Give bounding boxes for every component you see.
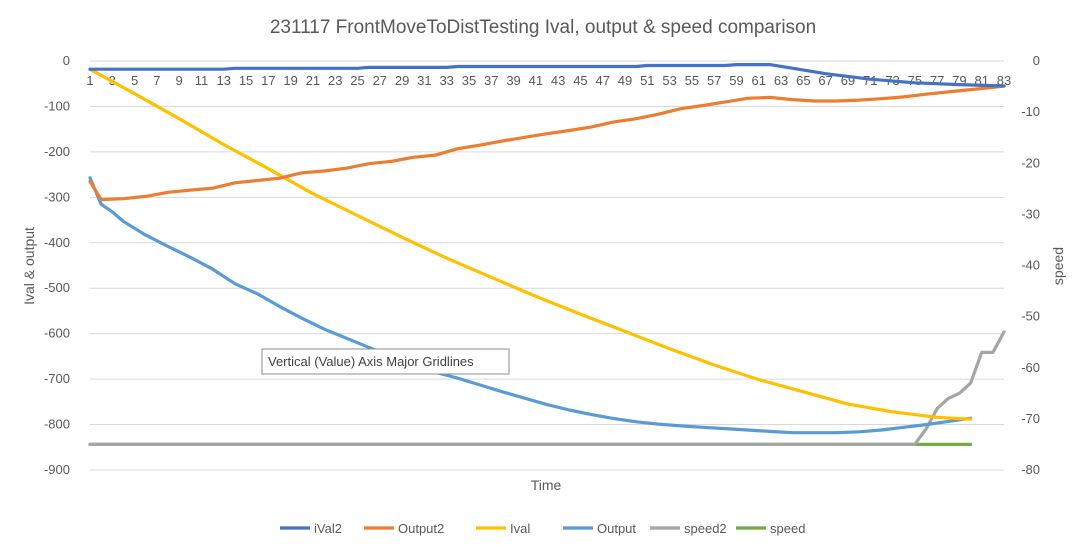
y-axis: 0 -100 -200 -300 -400 -500 -600 -700 -800 -900 <box>44 53 70 477</box>
x-tick-label: 77 <box>930 73 944 88</box>
y2-tick-label: -80 <box>1021 462 1040 477</box>
series-line-speed2 <box>88 330 1006 446</box>
x-tick-label: 27 <box>373 73 387 88</box>
x-tick-label: 23 <box>328 73 342 88</box>
x-tick-label: 43 <box>551 73 565 88</box>
series-line-ival <box>88 67 973 421</box>
x-tick-label: 61 <box>752 73 766 88</box>
tooltip-box <box>261 348 510 375</box>
x-tick-label: 49 <box>618 73 632 88</box>
legend-label: speed <box>770 521 805 536</box>
legend-label: iVal2 <box>314 521 342 536</box>
legend-label: speed2 <box>684 521 727 536</box>
series-line-ival2 <box>88 62 1006 88</box>
x-tick-label: 67 <box>818 73 832 88</box>
x-tick-label: 21 <box>306 73 320 88</box>
secondary-y-axis-title: speed <box>1050 247 1066 285</box>
x-tick-label: 59 <box>729 73 743 88</box>
x-tick-label: 45 <box>573 73 587 88</box>
legend: iVal2 Output2 Ival Output speed2 speed <box>280 521 805 536</box>
gridlines <box>90 60 1004 471</box>
y-tick-label: -300 <box>44 189 70 204</box>
legend-label: Output2 <box>398 521 444 536</box>
x-tick-label: 17 <box>261 73 275 88</box>
x-tick-label: 15 <box>239 73 253 88</box>
x-tick-label: 57 <box>707 73 721 88</box>
series-line-output2 <box>88 84 1006 202</box>
x-tick-label: 41 <box>529 73 543 88</box>
x-tick-label: 35 <box>462 73 476 88</box>
legend-label: Ival <box>510 521 530 536</box>
secondary-y-axis: 0 -10 -20 -30 -40 -50 -60 -70 -80 <box>1021 53 1040 477</box>
x-tick-label: 7 <box>153 73 160 88</box>
plot-area <box>88 62 1006 446</box>
y-tick-label: -500 <box>44 280 70 295</box>
x-tick-label: 33 <box>439 73 453 88</box>
y2-tick-label: -20 <box>1021 155 1040 170</box>
x-tick-label: 47 <box>595 73 609 88</box>
y-tick-label: 0 <box>63 53 70 68</box>
y-axis-title: Ival & output <box>21 227 37 305</box>
y-tick-label: -400 <box>44 235 70 250</box>
y-tick-label: -100 <box>44 98 70 113</box>
x-tick-label: 55 <box>685 73 699 88</box>
y2-tick-label: -10 <box>1021 104 1040 119</box>
x-tick-label: 37 <box>484 73 498 88</box>
x-tick-label: 63 <box>774 73 788 88</box>
y2-tick-label: -30 <box>1021 206 1040 221</box>
y2-tick-label: -40 <box>1021 258 1040 273</box>
x-tick-label: 65 <box>796 73 810 88</box>
y2-tick-label: -60 <box>1021 360 1040 375</box>
y-tick-label: -200 <box>44 144 70 159</box>
x-tick-label: 53 <box>662 73 676 88</box>
x-tick-label: 51 <box>640 73 654 88</box>
y-tick-label: -800 <box>44 417 70 432</box>
x-tick-label: 13 <box>217 73 231 88</box>
gridlines-tooltip: Vertical (Value) Axis Major Gridlines <box>261 348 510 375</box>
x-tick-label: 29 <box>395 73 409 88</box>
x-axis: 1 3 5 7 9 11 13 15 17 19 21 23 25 27 29 31 33 35 37 39 41 43 4… <box>86 73 1011 88</box>
x-tick-label: 39 <box>506 73 520 88</box>
x-tick-label: 5 <box>131 73 138 88</box>
x-tick-label: 83 <box>997 73 1011 88</box>
y2-tick-label: 0 <box>1033 53 1040 68</box>
x-tick-label: 9 <box>176 73 183 88</box>
x-tick-label: 19 <box>283 73 297 88</box>
x-tick-label: 25 <box>350 73 364 88</box>
chart-title: 231117 FrontMoveToDistTesting Ival, outp… <box>270 17 816 38</box>
series-line-output <box>88 176 973 435</box>
y2-tick-label: -50 <box>1021 309 1040 324</box>
x-tick-label: 11 <box>195 73 209 88</box>
x-axis-title: Time <box>531 477 562 493</box>
y-tick-label: -600 <box>44 326 70 341</box>
y-tick-label: -900 <box>44 462 70 477</box>
y2-tick-label: -70 <box>1021 411 1040 426</box>
x-tick-label: 1 <box>86 73 93 88</box>
x-tick-label: 75 <box>908 73 922 88</box>
x-tick-label: 31 <box>417 73 431 88</box>
y-tick-label: -700 <box>44 371 70 386</box>
legend-label: Output <box>597 521 636 536</box>
tooltip-text: Vertical (Value) Axis Major Gridlines <box>268 354 474 369</box>
